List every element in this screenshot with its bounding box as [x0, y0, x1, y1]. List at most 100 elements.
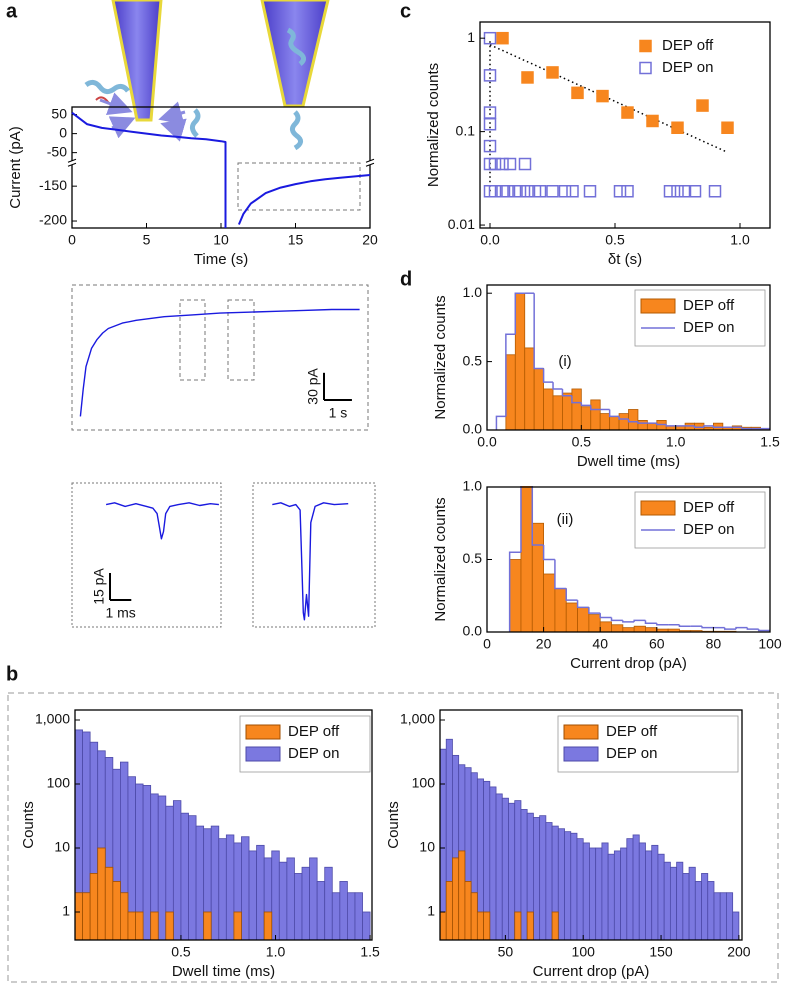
x-axis-label: Current drop (pA): [570, 655, 687, 672]
axes-frame: [439, 709, 743, 941]
y-tick-label: -200: [39, 212, 67, 228]
legend-label: DEP on: [662, 59, 713, 76]
bar: [505, 354, 516, 430]
step: [703, 425, 714, 428]
point: [708, 185, 722, 198]
bar: [458, 850, 466, 940]
bar: [514, 292, 526, 430]
y-axis-label: Normalized counts: [432, 295, 449, 419]
bar: [157, 795, 167, 940]
legend-marker: [563, 746, 599, 762]
bar: [195, 825, 205, 940]
bar: [676, 861, 684, 940]
step: [723, 627, 737, 630]
y-axis-label: Normalized counts: [425, 63, 442, 187]
x-tick-label: 50: [498, 944, 514, 960]
y-axis-label: Normalized counts: [432, 497, 449, 621]
y-tick-label: 0.0: [463, 623, 483, 639]
step: [633, 619, 646, 622]
y-axis-label: Counts: [385, 801, 402, 849]
scale-bar-label: 1 ms: [105, 605, 135, 621]
bar: [582, 842, 590, 940]
bar: [75, 892, 83, 940]
step: [531, 486, 544, 546]
step: [746, 627, 759, 630]
bar: [362, 911, 371, 940]
point: [663, 185, 677, 198]
bar: [524, 347, 535, 430]
bar: [82, 892, 91, 940]
step: [637, 421, 648, 424]
y-tick-label: 100: [412, 775, 436, 791]
dna-icons: [84, 27, 306, 151]
bar: [565, 602, 578, 632]
point: [671, 121, 684, 135]
trace: [79, 308, 360, 417]
bar: [576, 838, 584, 940]
bar: [520, 809, 528, 940]
dna: [189, 108, 201, 138]
legend-label: DEP on: [606, 745, 657, 762]
axis-break-mark: [365, 158, 375, 163]
x-tick-label: 100: [758, 636, 782, 652]
bar: [476, 911, 484, 940]
point: [521, 71, 534, 84]
point: [513, 185, 527, 198]
point: [566, 185, 579, 198]
x-tick-label: 100: [572, 944, 596, 960]
scale-bar-label: 15 pA: [91, 568, 107, 605]
point: [646, 114, 659, 128]
bar: [628, 409, 639, 430]
bar: [633, 625, 646, 632]
bar: [645, 850, 653, 940]
x-axis-label: Dwell time (ms): [577, 453, 680, 470]
point: [483, 69, 497, 82]
legend-label: DEP on: [683, 521, 734, 538]
bar: [135, 911, 144, 940]
zoom-box: [237, 162, 361, 211]
x-tick-label: 0.5: [171, 944, 191, 960]
step: [520, 486, 522, 553]
point: [483, 106, 497, 119]
axes-frame: [479, 21, 771, 229]
bar: [595, 847, 603, 940]
bar: [263, 911, 273, 940]
x-axis-label: Dwell time (ms): [172, 963, 275, 980]
panel-b-box: [7, 692, 779, 983]
step: [533, 293, 544, 370]
point: [533, 185, 547, 198]
bar: [241, 836, 250, 940]
bar: [577, 606, 590, 632]
trace: [272, 502, 349, 621]
zoom-boxes: [7, 162, 779, 983]
step: [712, 425, 723, 429]
point: [521, 185, 534, 198]
step: [588, 607, 601, 614]
bar: [331, 892, 341, 940]
point: [671, 185, 684, 198]
x-tick-label: 20: [536, 636, 552, 652]
axis-break: [68, 160, 76, 165]
zoom-box: [252, 482, 376, 628]
dna: [84, 79, 130, 95]
scale-bar-label: 30 pA: [305, 367, 321, 404]
bar: [552, 395, 563, 430]
point: [721, 121, 734, 135]
x-tick-label: 40: [592, 636, 608, 652]
bar: [233, 911, 242, 940]
x-tick-label: 200: [727, 944, 751, 960]
bar: [626, 838, 634, 940]
bar: [533, 817, 541, 940]
legend-marker: [245, 746, 281, 762]
legend-label: DEP on: [683, 319, 734, 336]
x-tick-label: 20: [362, 232, 378, 248]
step: [665, 424, 676, 427]
zoom-box: [71, 284, 369, 431]
legend-marker: [639, 61, 652, 75]
y-tick-label: 1.0: [463, 284, 483, 300]
point: [546, 66, 559, 79]
bar: [571, 388, 582, 430]
bar: [599, 413, 611, 430]
bar: [719, 892, 727, 940]
